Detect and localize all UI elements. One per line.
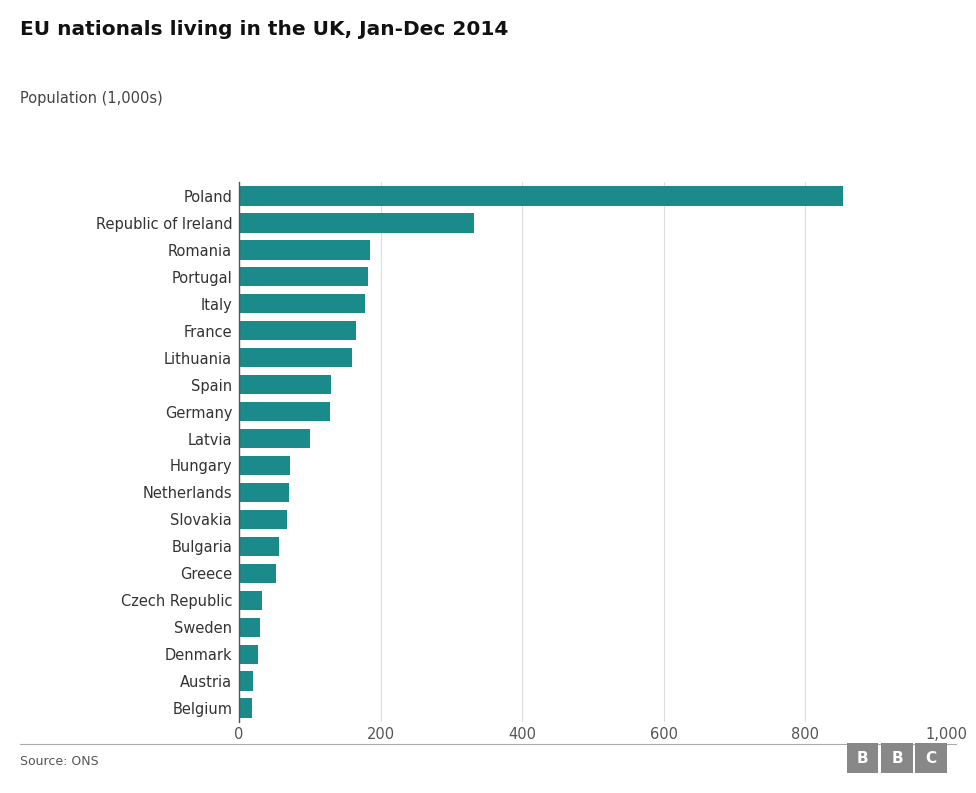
Bar <box>239 321 356 340</box>
Bar <box>239 537 279 556</box>
Bar <box>239 618 261 637</box>
Bar <box>239 294 365 313</box>
Bar <box>239 213 474 232</box>
Text: C: C <box>925 751 937 765</box>
Bar <box>239 348 352 367</box>
Bar <box>239 375 331 394</box>
Bar <box>239 267 368 286</box>
Bar <box>239 186 842 205</box>
Bar <box>239 591 262 610</box>
Bar <box>239 456 290 475</box>
Bar <box>239 699 252 718</box>
Text: Population (1,000s): Population (1,000s) <box>20 91 162 106</box>
Bar <box>239 672 254 691</box>
Bar <box>239 429 310 448</box>
Bar <box>239 483 289 502</box>
Bar <box>239 240 370 259</box>
Bar <box>239 645 259 664</box>
Bar <box>239 402 330 421</box>
Bar <box>239 510 287 529</box>
Text: B: B <box>857 751 869 765</box>
Text: EU nationals living in the UK, Jan-Dec 2014: EU nationals living in the UK, Jan-Dec 2… <box>20 20 508 39</box>
Text: B: B <box>891 751 903 765</box>
Bar <box>239 564 276 583</box>
Text: Source: ONS: Source: ONS <box>20 755 99 768</box>
